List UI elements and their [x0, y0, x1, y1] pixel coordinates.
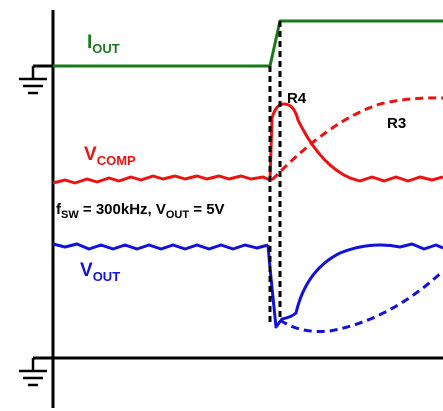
vout-trace-r3-response [279, 269, 443, 333]
operating-condition-label: fSW = 300kHz, VOUT = 5V [56, 201, 225, 221]
ground-symbol-icon [19, 358, 47, 387]
vcomp-trace-r4-response [268, 102, 443, 183]
vout-trace-ripple [52, 242, 269, 251]
vout-trace-r4-response [266, 242, 443, 329]
axes [33, 10, 443, 408]
iout-label: IOUT [87, 32, 120, 56]
vcomp-trace-ripple [52, 174, 271, 185]
ground-symbol-icon [19, 66, 47, 95]
r4-label: R4 [287, 90, 307, 107]
vcomp-label: VCOMP [84, 144, 136, 168]
r3-label: R3 [387, 115, 406, 132]
iout-trace [53, 19, 443, 68]
vcomp-trace-r3-response [270, 96, 443, 182]
load-step-markers [268, 21, 282, 322]
vout-label: VOUT [80, 260, 120, 284]
